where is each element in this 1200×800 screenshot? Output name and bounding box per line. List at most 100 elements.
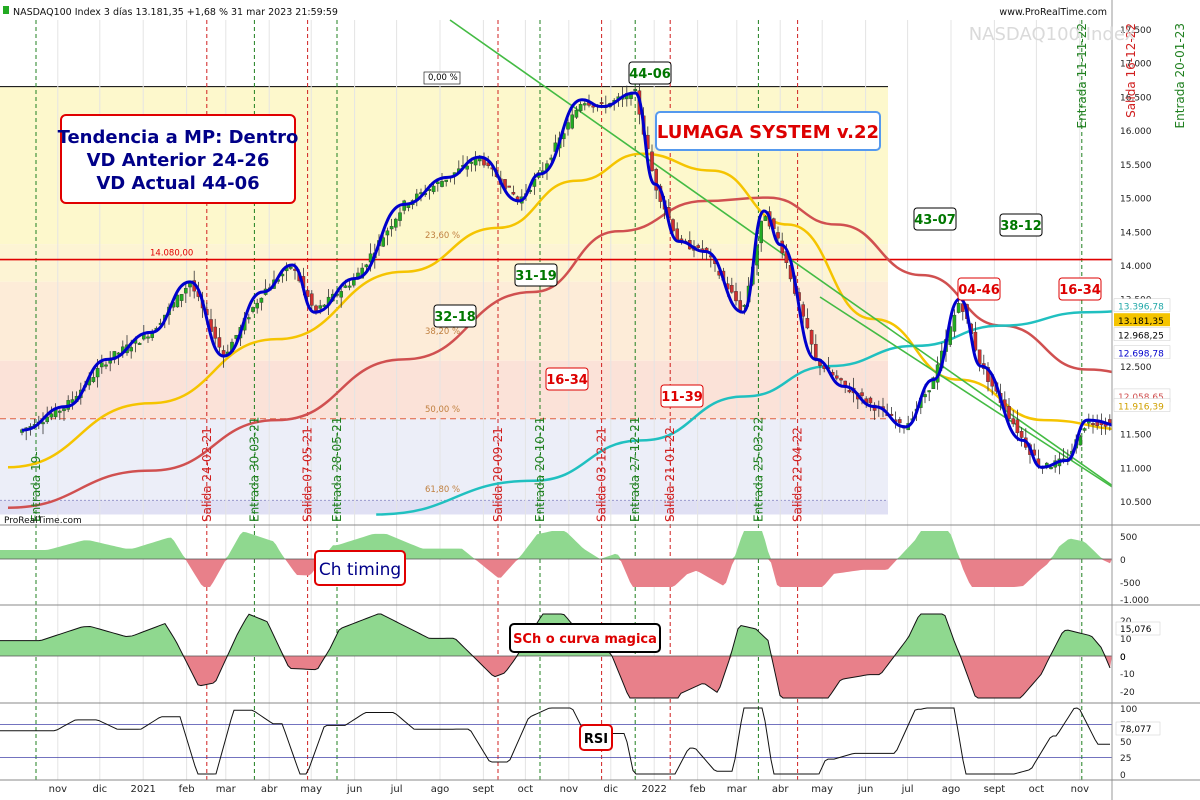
signal-label: Entrada 28-05-21 bbox=[330, 417, 344, 522]
rsi-tick: 25 bbox=[1120, 754, 1131, 764]
price-tag: 12.698,78 bbox=[1118, 350, 1164, 360]
candle-body bbox=[99, 362, 104, 368]
signal-label: Salida 03-12-21 bbox=[595, 427, 609, 522]
candle-body bbox=[213, 326, 218, 339]
x-axis-label: feb bbox=[690, 784, 706, 795]
price-tick: 17.000 bbox=[1120, 60, 1152, 70]
x-axis-label: abr bbox=[772, 784, 789, 795]
candle-body bbox=[1015, 419, 1020, 434]
price-tag-bg bbox=[1113, 327, 1171, 341]
candle-body bbox=[835, 375, 839, 379]
count-label: 04-46 bbox=[958, 283, 1000, 298]
x-axis-label: may bbox=[811, 784, 833, 795]
candle-body bbox=[1078, 436, 1083, 446]
sch-line bbox=[0, 613, 1111, 699]
chart-title: NASDAQ100 Index 3 días 13.181,35 +1,68 %… bbox=[13, 7, 338, 18]
count-box bbox=[545, 367, 589, 391]
tendencia-line: VD Actual 44-06 bbox=[96, 173, 259, 194]
candle-body bbox=[1082, 428, 1087, 431]
candle-body bbox=[45, 416, 49, 423]
candle-body bbox=[730, 285, 734, 293]
candle-body bbox=[583, 103, 587, 106]
candle-body bbox=[217, 337, 222, 348]
trend-line-main bbox=[449, 19, 1141, 506]
x-axis-label: 2022 bbox=[641, 784, 666, 795]
price-tag-bg bbox=[1113, 298, 1171, 312]
candle-body bbox=[251, 307, 255, 312]
ch-tick: -1.000 bbox=[1120, 596, 1149, 606]
count-box bbox=[660, 384, 704, 408]
price-smooth-line bbox=[21, 91, 1200, 476]
candle-body bbox=[436, 181, 440, 184]
candle-body bbox=[1049, 466, 1053, 470]
signal-label: Salida 16-12-22 bbox=[1124, 23, 1138, 118]
price-tick: 12.500 bbox=[1120, 363, 1152, 373]
rsi-tag-bg bbox=[1115, 721, 1161, 736]
price-tag-bg bbox=[1114, 313, 1170, 327]
candle-body bbox=[146, 336, 150, 339]
tendencia-line: Tendencia a MP: Dentro bbox=[58, 127, 299, 148]
ch-tick: -500 bbox=[1120, 579, 1141, 589]
rsi-line bbox=[0, 707, 1110, 775]
sch-tick: -20 bbox=[1120, 688, 1135, 698]
footer-brand: ProRealTime.com bbox=[4, 516, 82, 526]
signal-label: Entrada 19- bbox=[29, 451, 43, 522]
price-tick: 14.500 bbox=[1120, 228, 1152, 238]
candle-body bbox=[923, 394, 927, 398]
price-tick: 15.500 bbox=[1120, 161, 1152, 171]
candle-body bbox=[104, 364, 108, 367]
candle-body bbox=[343, 285, 348, 288]
candle-body bbox=[95, 368, 100, 378]
count-label: 31-19 bbox=[515, 269, 557, 284]
site-name: www.ProRealTime.com bbox=[999, 7, 1107, 18]
candle-body bbox=[633, 88, 637, 92]
tendencia-line: VD Anterior 24-26 bbox=[87, 150, 270, 171]
candle-body bbox=[847, 390, 852, 393]
x-axis-label: nov bbox=[560, 784, 578, 795]
candle-body bbox=[314, 305, 318, 311]
candle-body bbox=[1007, 406, 1011, 419]
rsi-tick: 50 bbox=[1120, 738, 1132, 748]
candle-body bbox=[734, 291, 738, 302]
count-label: 38-12 bbox=[1000, 219, 1042, 234]
candle-body bbox=[650, 151, 654, 171]
candle-body bbox=[444, 179, 449, 182]
rsi-box bbox=[579, 724, 613, 751]
candle-body bbox=[364, 264, 369, 268]
price-tick: 15.000 bbox=[1120, 195, 1152, 205]
candle-body bbox=[654, 168, 658, 191]
count-box bbox=[628, 61, 672, 85]
count-box bbox=[999, 213, 1043, 237]
candle-body bbox=[1011, 418, 1015, 425]
signal-label: Salida 07-05-21 bbox=[301, 427, 315, 522]
candle-body bbox=[738, 300, 742, 311]
candle-body bbox=[246, 317, 251, 320]
candle-body bbox=[986, 367, 990, 382]
x-axis-label: sept bbox=[473, 784, 495, 795]
x-axis-label: mar bbox=[727, 784, 748, 795]
x-axis-label: jul bbox=[390, 784, 403, 795]
candle-body bbox=[440, 180, 444, 187]
ch-timing-positive-fill bbox=[0, 531, 1112, 559]
x-axis-label: ago bbox=[942, 784, 961, 795]
x-axis-label: sept bbox=[984, 784, 1006, 795]
candle-body bbox=[398, 212, 402, 221]
ch-tick: 500 bbox=[1120, 533, 1137, 543]
candle-body bbox=[175, 294, 180, 308]
candle-body bbox=[898, 419, 902, 424]
candle-body bbox=[339, 291, 344, 298]
count-label: 16-34 bbox=[1059, 283, 1101, 298]
signal-label: Entrada 27-12-21 bbox=[628, 417, 642, 522]
x-axis-label: dic bbox=[603, 784, 618, 795]
ma-red-line bbox=[7, 196, 1200, 509]
candle-body bbox=[58, 410, 62, 413]
price-tick: 17.500 bbox=[1120, 26, 1152, 36]
price-tick: 16.000 bbox=[1120, 127, 1152, 137]
system-box bbox=[655, 111, 881, 151]
candle-body bbox=[507, 185, 512, 188]
x-axis-label: may bbox=[300, 784, 322, 795]
x-axis-label: abr bbox=[261, 784, 278, 795]
x-axis-label: mar bbox=[216, 784, 237, 795]
price-tick: 14.000 bbox=[1120, 262, 1152, 272]
